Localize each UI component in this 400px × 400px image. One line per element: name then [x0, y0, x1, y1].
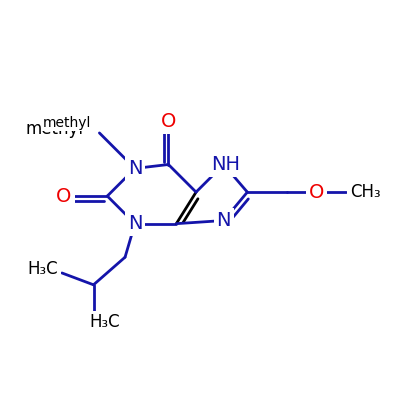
Text: H₃C: H₃C	[27, 260, 58, 278]
Text: O: O	[309, 183, 324, 202]
Text: N: N	[128, 159, 142, 178]
Text: NH: NH	[211, 155, 240, 174]
Text: O: O	[161, 112, 176, 131]
Text: methyl: methyl	[26, 120, 84, 138]
Text: H₃C: H₃C	[90, 313, 120, 331]
Text: N: N	[216, 211, 231, 230]
Text: O: O	[56, 186, 72, 206]
Text: CH₃: CH₃	[350, 183, 380, 201]
Text: methyl: methyl	[43, 116, 92, 130]
Text: N: N	[128, 214, 142, 233]
